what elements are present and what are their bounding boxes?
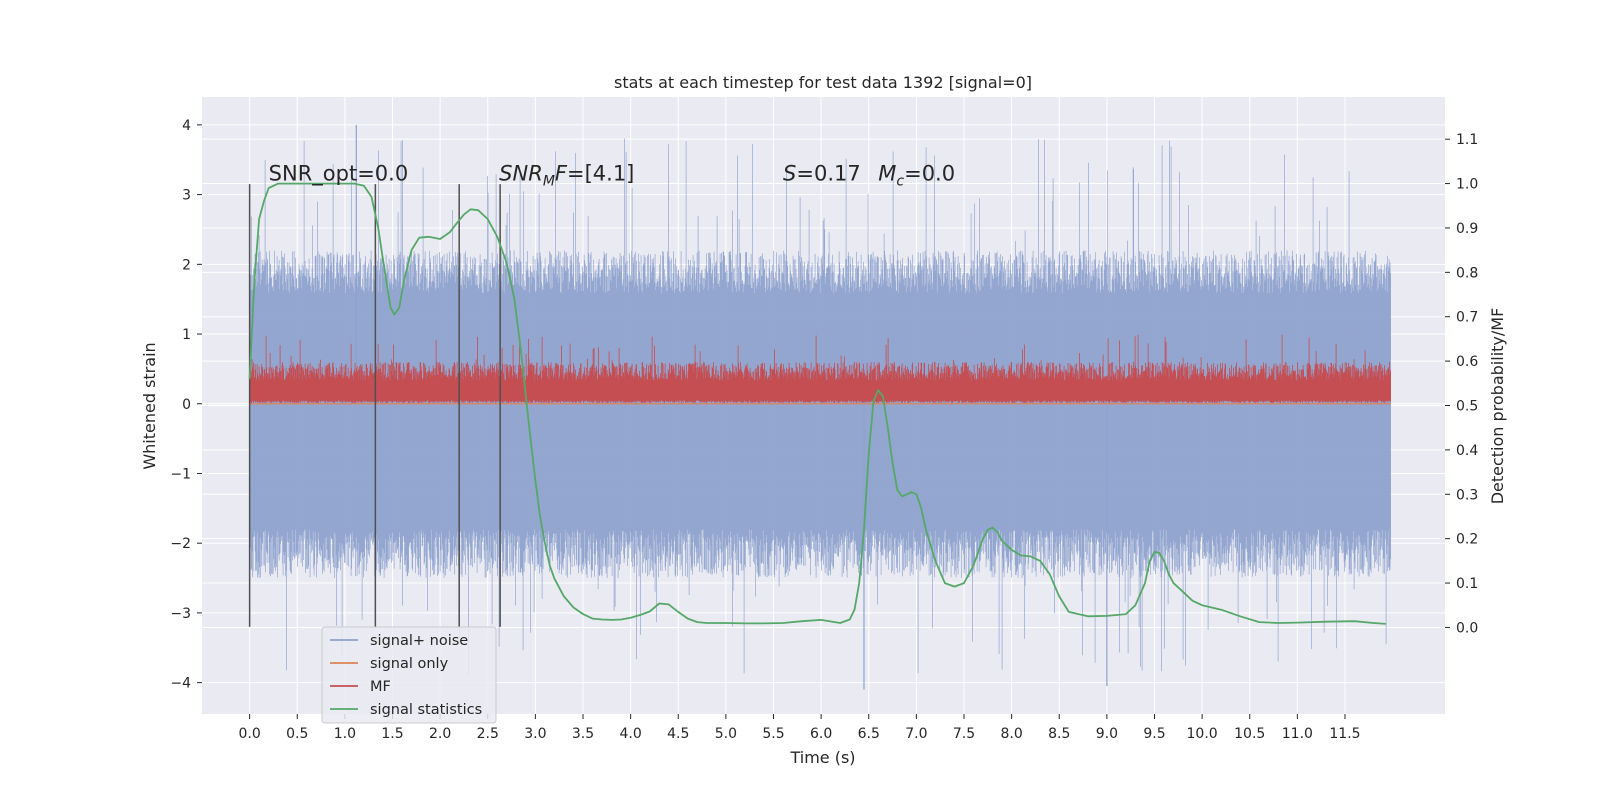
annotation-tail: =0.17 [796,162,860,186]
y-right-tick-label: 0.5 [1456,399,1478,415]
x-tick-label: 8.5 [1048,726,1070,742]
annotation-main: SNR [499,162,543,186]
y-left-tick-label: 3 [182,188,191,204]
annotations: SNR_opt=0.0 SNRMF=[4.1] S=0.17 Mc=0.0 [269,162,955,190]
annotation-tail: F=[4.1] [555,162,634,186]
y-right-tick-label: 0.6 [1456,354,1478,370]
annotation-text: SNR_opt=0.0 [269,162,409,187]
x-tick-label: 6.0 [810,726,832,742]
y-right-tick-label: 0.4 [1456,443,1478,459]
x-tick-label: 3.5 [572,726,594,742]
y-left-tick-label: −1 [170,466,191,482]
annotation-text: S=0.17 [783,162,861,186]
x-axis-ticks: 0.0 0.5 1.0 1.5 2.0 2.5 3.0 3.5 4.0 4.5 5.0 5.5 6.0 6… [238,714,1361,742]
plot-area [248,124,1391,690]
y-axis-left-label: Whitened strain [140,342,159,469]
x-tick-label: 4.5 [667,726,689,742]
y-left-tick-label: −3 [170,606,191,622]
y-right-tick-label: 0.2 [1456,532,1478,548]
y-left-tick-label: 1 [182,327,191,343]
x-tick-label: 7.0 [905,726,927,742]
x-tick-label: 9.5 [1143,726,1165,742]
chart-title: stats at each timestep for test data 139… [614,73,1032,92]
signal-statistics-line [248,182,1386,625]
vertical-markers [248,184,501,627]
legend: signal+ noise signal only MF signal statist… [321,626,497,724]
y-axis-right-ticks: 0.0 0.1 0.2 0.3 0.4 0.5 0.6 0.7 0.8 0.9 1.0 1.1 [1445,132,1478,636]
x-tick-label: 5.5 [762,726,784,742]
annotation-tail-rest: =[4.1] [567,162,634,186]
y-right-tick-label: 0.7 [1456,310,1478,326]
y-left-tick-label: 0 [182,397,191,413]
y-left-tick-label: −4 [170,676,191,692]
y-axis-right-label: Detection probability/MF [1488,308,1507,505]
x-tick-label: 1.5 [381,726,403,742]
series-signal-statistics [248,182,1386,625]
x-axis-label: Time (s) [789,748,855,767]
annotation-tail-italic: F [555,162,568,186]
x-tick-label: 3.0 [524,726,546,742]
y-right-tick-label: 0.3 [1456,487,1478,503]
y-right-tick-label: 1.1 [1456,132,1478,148]
x-tick-label: 6.5 [858,726,880,742]
legend-box [321,626,497,724]
y-left-tick-label: −2 [170,536,191,552]
annotation-subscript: c [896,174,904,190]
y-right-tick-label: 0.0 [1456,620,1478,636]
annotation-main: M [878,162,896,186]
y-right-tick-label: 0.8 [1456,265,1478,281]
x-tick-label: 9.0 [1096,726,1118,742]
x-tick-label: 10.0 [1187,726,1218,742]
x-tick-label: 8.0 [1000,726,1022,742]
y-left-tick-label: 4 [182,118,191,134]
x-tick-label: 4.0 [619,726,641,742]
legend-label: signal only [370,656,449,672]
y-left-tick-label: 2 [182,257,191,273]
x-tick-label: 0.5 [286,726,308,742]
y-axis-left-ticks: −4 −3 −2 −1 0 1 2 3 4 [170,118,202,692]
x-tick-label: 5.0 [715,726,737,742]
y-right-tick-label: 0.9 [1456,221,1478,237]
x-tick-label: 11.5 [1329,726,1360,742]
annotation-main: SNR_opt=0.0 [269,162,409,187]
legend-label: MF [370,679,391,695]
y-right-tick-label: 1.0 [1456,177,1478,193]
x-tick-label: 7.5 [953,726,975,742]
legend-label: signal statistics [370,702,482,718]
annotation-text: Mc=0.0 [878,162,955,190]
annotation-subscript: M [543,174,555,190]
x-tick-label: 2.5 [477,726,499,742]
y-right-tick-label: 0.1 [1456,576,1478,592]
x-tick-label: 1.0 [334,726,356,742]
annotation-main: S [783,162,796,186]
x-tick-label: 11.0 [1282,726,1313,742]
annotation-text: SNRMF=[4.1] [499,162,634,190]
x-tick-label: 0.0 [238,726,260,742]
annotation-tail: =0.0 [904,162,955,186]
legend-label: signal+ noise [370,633,468,649]
x-tick-label: 10.5 [1234,726,1265,742]
x-tick-label: 2.0 [429,726,451,742]
